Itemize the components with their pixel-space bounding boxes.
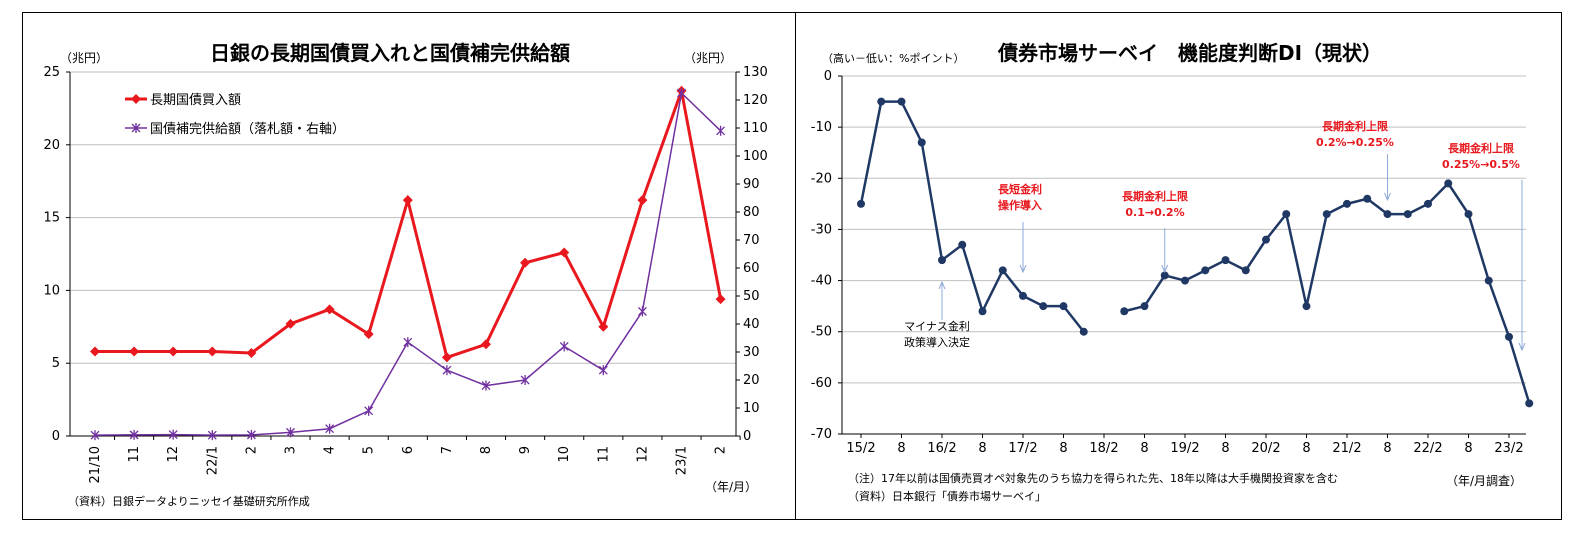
- chart-title: 日銀の長期国債買入れと国債補完供給額: [210, 41, 570, 65]
- x-tick-label: 23/1: [675, 446, 690, 475]
- data-point-jgb-purchases: [129, 346, 140, 357]
- y-axis-left-label: （兆円）: [60, 51, 108, 65]
- data-point-securities-lending: [90, 430, 100, 441]
- x-tick-label: 5: [362, 446, 377, 454]
- x-tick-label: 6: [401, 446, 416, 454]
- legend-label-jgb-purchases: 長期国債買入額: [150, 93, 241, 108]
- gridlines: [70, 71, 736, 364]
- source-note: （資料）日銀データよりニッセイ基礎研究所作成: [68, 494, 310, 508]
- x-tick-label: 2: [714, 446, 729, 454]
- y-tick-label-right: 10: [743, 401, 760, 416]
- y-tick-label-right: 100: [743, 149, 768, 164]
- data-point-securities-lending: [598, 365, 608, 376]
- data-point-jgb-purchases: [402, 195, 413, 206]
- data-point-jgb-purchases: [363, 329, 374, 340]
- y-tick-label-right: 80: [743, 205, 760, 220]
- data-point-jgb-purchases: [520, 257, 531, 268]
- y-tick-label-left: 25: [43, 65, 60, 80]
- data-point-jgb-purchases: [441, 352, 452, 363]
- y-tick-label-left: 5: [52, 356, 60, 371]
- data-point-jgb-purchases: [90, 346, 100, 357]
- data-point-securities-lending: [559, 341, 569, 352]
- data-point-jgb-purchases: [598, 321, 609, 332]
- tick-labels: 0510152025010203040506070809010011012013…: [43, 65, 767, 483]
- y-tick-label-right: 70: [743, 233, 760, 248]
- y-tick-label-right: 110: [743, 121, 768, 136]
- data-point-securities-lending: [207, 430, 217, 441]
- x-axis-label: （年/月）: [705, 480, 757, 494]
- data-point-securities-lending: [520, 375, 530, 385]
- legend-label-securities-lending: 国債補完供給額（落札額・右軸）: [150, 122, 345, 137]
- data-point-jgb-purchases: [207, 346, 218, 357]
- axes: [66, 71, 741, 440]
- legend: 長期国債買入額 国債補完供給額（落札額・右軸）: [125, 93, 345, 137]
- y-axis-right-label: （兆円）: [684, 51, 732, 65]
- y-tick-label-left: 10: [43, 283, 60, 298]
- data-point-securities-lending: [129, 429, 139, 440]
- x-tick-label: 3: [284, 446, 299, 454]
- y-tick-label-left: 0: [52, 429, 60, 444]
- x-tick-label: 7: [440, 446, 455, 454]
- x-tick-label: 4: [323, 446, 338, 454]
- data-point-jgb-purchases: [715, 294, 726, 305]
- x-tick-label: 9: [518, 446, 533, 454]
- x-tick-label: 2: [244, 446, 259, 454]
- y-tick-label-right: 50: [743, 289, 760, 304]
- data-point-securities-lending: [637, 306, 647, 317]
- y-tick-label-right: 0: [743, 429, 751, 444]
- legend-marker-diamond: [131, 94, 141, 104]
- data-point-jgb-purchases: [324, 304, 335, 315]
- x-tick-label: 12: [166, 446, 181, 463]
- data-point-jgb-purchases: [168, 346, 179, 357]
- data-point-securities-lending: [364, 405, 374, 416]
- data-point-securities-lending: [481, 380, 491, 391]
- y-tick-label-right: 20: [743, 373, 760, 388]
- data-point-securities-lending: [246, 429, 256, 440]
- x-tick-label: 11: [596, 446, 611, 463]
- data-point-securities-lending: [442, 365, 452, 376]
- y-tick-label-right: 30: [743, 345, 760, 360]
- data-point-securities-lending: [677, 88, 686, 98]
- x-tick-label: 12: [635, 446, 650, 463]
- data-point-jgb-purchases: [285, 318, 296, 329]
- y-tick-label-left: 20: [43, 138, 60, 153]
- legend-marker-star: [131, 123, 141, 133]
- data-point-securities-lending: [716, 125, 726, 136]
- data-point-jgb-purchases: [246, 348, 257, 359]
- data-point-jgb-purchases: [481, 339, 491, 350]
- y-tick-label-right: 40: [743, 317, 760, 332]
- data-point-securities-lending: [403, 337, 413, 348]
- y-tick-label-right: 130: [743, 65, 768, 80]
- data-point-securities-lending: [168, 429, 178, 440]
- data-point-jgb-purchases: [559, 247, 570, 258]
- data-point-securities-lending: [325, 423, 335, 434]
- y-tick-label-left: 15: [43, 211, 60, 226]
- y-tick-label-right: 120: [743, 93, 768, 108]
- chart-jgb-purchases: 日銀の長期国債買入れと国債補完供給額 （兆円） （兆円） （年/月） （資料）日…: [43, 41, 767, 508]
- data-point-jgb-purchases: [637, 195, 648, 206]
- y-tick-label-right: 60: [743, 261, 760, 276]
- x-tick-label: 22/1: [205, 446, 220, 475]
- x-tick-label: 10: [557, 446, 572, 463]
- panel-divider: [795, 12, 796, 520]
- y-tick-label-right: 90: [743, 177, 760, 192]
- data-point-securities-lending: [286, 427, 295, 438]
- x-tick-label: 21/10: [88, 446, 103, 483]
- x-tick-label: 8: [479, 446, 494, 454]
- x-tick-label: 11: [127, 446, 142, 463]
- series: [90, 85, 726, 441]
